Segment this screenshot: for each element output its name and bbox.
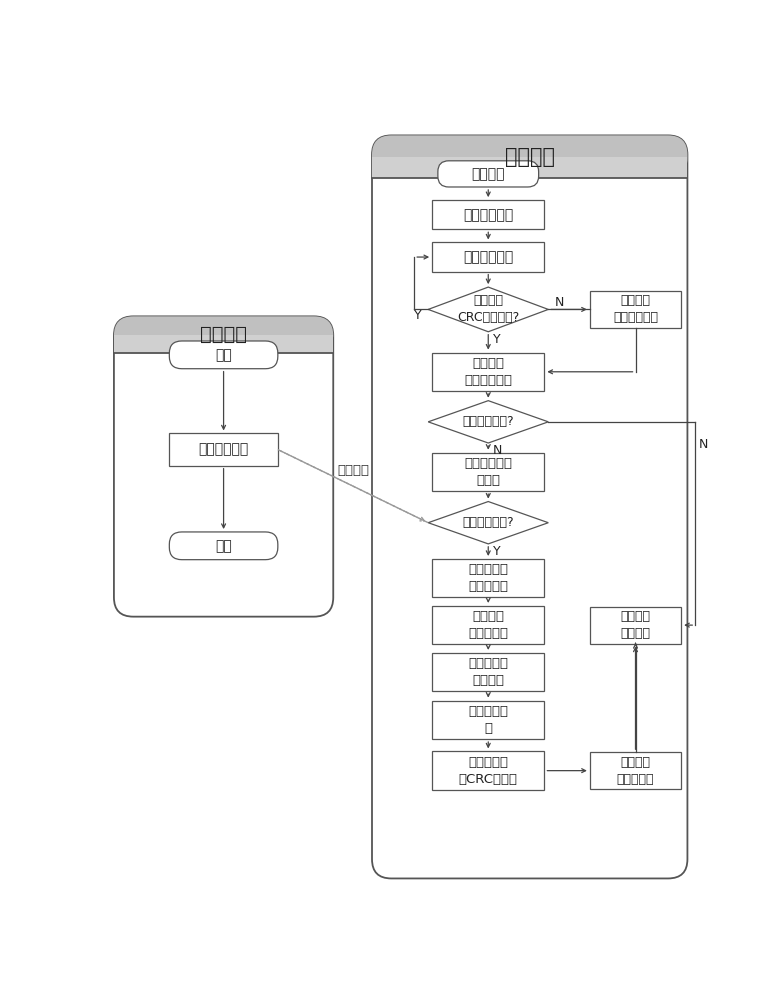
Bar [432, 653, 544, 691]
FancyBboxPatch shape [169, 341, 277, 369]
Text: 校准系数
CRC校验成功?: 校准系数 CRC校验成功? [457, 294, 519, 324]
Text: 通信介质: 通信介质 [337, 464, 369, 477]
Text: 读取并计算各
电气量: 读取并计算各 电气量 [464, 457, 512, 487]
Text: 获取规格参数: 获取规格参数 [463, 208, 513, 222]
Text: 计量装置: 计量装置 [505, 147, 555, 167]
Text: N: N [555, 296, 564, 309]
Text: 读取实时电
气计量值: 读取实时电 气计量值 [468, 657, 508, 687]
Text: N: N [699, 438, 708, 451]
FancyBboxPatch shape [372, 135, 687, 878]
Text: 收到校准数据?: 收到校准数据? [463, 516, 514, 529]
Text: 校准系数
写计量芯片: 校准系数 写计量芯片 [468, 610, 508, 640]
Bar [590, 752, 681, 789]
Bar [432, 751, 544, 790]
Text: 查表获取
默认校准系数: 查表获取 默认校准系数 [613, 294, 658, 324]
Text: 校准系数
写计量芯片: 校准系数 写计量芯片 [617, 756, 654, 786]
Text: 计量芯片异常?: 计量芯片异常? [463, 415, 514, 428]
Polygon shape [428, 401, 549, 443]
Bar [169, 433, 277, 466]
Bar [432, 453, 544, 491]
Text: 查表获取初
始校准系数: 查表获取初 始校准系数 [468, 563, 508, 593]
Bar [372, 157, 687, 178]
Text: Y: Y [493, 545, 501, 558]
Bar [432, 200, 544, 229]
Bar [590, 291, 681, 328]
Text: 校准系数
写存储器: 校准系数 写存储器 [621, 610, 650, 640]
Text: 读取校准系数: 读取校准系数 [463, 250, 513, 264]
Text: Y: Y [415, 309, 422, 322]
FancyBboxPatch shape [438, 161, 539, 187]
Text: Y: Y [493, 333, 501, 346]
Text: 下发校准数据: 下发校准数据 [198, 443, 249, 457]
Bar [114, 335, 333, 353]
Text: 计算校准系
数CRC校验值: 计算校准系 数CRC校验值 [459, 756, 518, 786]
FancyBboxPatch shape [114, 316, 333, 353]
FancyBboxPatch shape [372, 135, 687, 178]
Bar [432, 606, 544, 644]
Bar [432, 242, 544, 272]
Text: 计算校准误
差: 计算校准误 差 [468, 705, 508, 735]
Bar [432, 559, 544, 597]
Bar [590, 607, 681, 644]
Text: 结束: 结束 [215, 539, 232, 553]
Text: 校表软件: 校表软件 [200, 325, 247, 344]
Polygon shape [428, 287, 549, 332]
Text: N: N [493, 444, 502, 457]
Text: 校准系数
写入计量芯片: 校准系数 写入计量芯片 [464, 357, 512, 387]
FancyBboxPatch shape [114, 316, 333, 617]
FancyBboxPatch shape [169, 532, 277, 560]
Bar [432, 701, 544, 739]
Polygon shape [428, 502, 549, 544]
Text: 开始: 开始 [215, 348, 232, 362]
Text: 程序启动: 程序启动 [471, 167, 505, 181]
Bar [432, 353, 544, 391]
